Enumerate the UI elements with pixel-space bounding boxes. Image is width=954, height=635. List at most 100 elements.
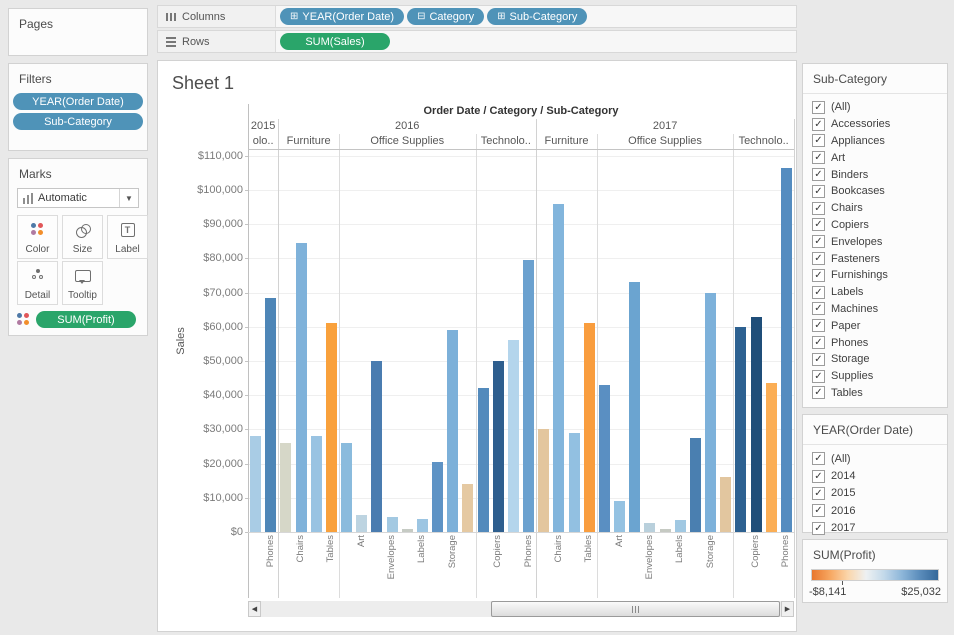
- bar-2015-machines[interactable]: [250, 436, 262, 532]
- year-item-2016[interactable]: ✓ 2016: [803, 502, 947, 519]
- bar-2016-phones[interactable]: [523, 260, 535, 532]
- bar-2016-supplies[interactable]: [462, 484, 474, 532]
- bar-2017-paper[interactable]: [689, 437, 701, 532]
- checkbox-checked-icon[interactable]: ✓: [812, 151, 825, 165]
- bar-2015-phones[interactable]: [265, 297, 277, 532]
- subcategory-item-supplies[interactable]: ✓ Supplies: [803, 368, 947, 385]
- checkbox-checked-icon[interactable]: ✓: [812, 184, 825, 198]
- bar-2016-tables[interactable]: [325, 323, 337, 532]
- size-button[interactable]: Size: [62, 215, 103, 259]
- subcategory-item-accessories[interactable]: ✓ Accessories: [803, 116, 947, 133]
- scroll-right-arrow[interactable]: ▶: [781, 601, 794, 617]
- bar-2017-appliances[interactable]: [598, 384, 610, 532]
- subcategory-item-paper[interactable]: ✓ Paper: [803, 317, 947, 334]
- bar-2017-fasteners[interactable]: [659, 528, 671, 532]
- h-scrollbar[interactable]: ◀ ▶: [248, 601, 794, 617]
- year-item-2014[interactable]: ✓ 2014: [803, 467, 947, 484]
- bar-2017-chairs[interactable]: [553, 203, 565, 532]
- columns-pill-year-order-date-[interactable]: ⊞ YEAR(Order Date): [280, 8, 405, 25]
- checkbox-checked-icon[interactable]: ✓: [812, 100, 825, 114]
- bar-2016-envelopes[interactable]: [386, 516, 398, 532]
- bar-2016-paper[interactable]: [432, 461, 444, 532]
- bar-2017-binders[interactable]: [629, 282, 641, 532]
- checkbox-checked-icon[interactable]: ✓: [812, 117, 825, 131]
- label-button[interactable]: T Label: [107, 215, 148, 259]
- bar-2016-labels[interactable]: [416, 519, 428, 532]
- bar-2017-envelopes[interactable]: [644, 523, 656, 532]
- columns-pill-sub-category[interactable]: ⊞ Sub-Category: [487, 8, 588, 25]
- checkbox-checked-icon[interactable]: ✓: [812, 369, 825, 383]
- filter-pill-sub-category[interactable]: Sub-Category: [13, 113, 143, 130]
- checkbox-checked-icon[interactable]: ✓: [812, 235, 825, 249]
- subcategory-item-machines[interactable]: ✓ Machines: [803, 301, 947, 318]
- checkbox-checked-icon[interactable]: ✓: [812, 252, 825, 266]
- bar-2017-accessories[interactable]: [735, 326, 747, 532]
- bar-2017-furnishings[interactable]: [568, 432, 580, 532]
- color-button[interactable]: Color: [17, 215, 58, 259]
- subcategory-item-binders[interactable]: ✓ Binders: [803, 166, 947, 183]
- year-item-2017[interactable]: ✓ 2017: [803, 520, 947, 537]
- sum-profit-pill[interactable]: SUM(Profit): [36, 311, 136, 328]
- checkbox-checked-icon[interactable]: ✓: [812, 352, 825, 366]
- checkbox-checked-icon[interactable]: ✓: [812, 201, 825, 215]
- checkbox-checked-icon[interactable]: ✓: [812, 168, 825, 182]
- checkbox-checked-icon[interactable]: ✓: [812, 336, 825, 350]
- bar-2016-accessories[interactable]: [477, 388, 489, 532]
- year-item--all-[interactable]: ✓ (All): [803, 450, 947, 467]
- bar-2017-tables[interactable]: [583, 323, 595, 532]
- bar-2016-fasteners[interactable]: [401, 528, 413, 532]
- bar-2016-bookcases[interactable]: [280, 443, 292, 532]
- subcategory-item-copiers[interactable]: ✓ Copiers: [803, 217, 947, 234]
- bar-2017-storage[interactable]: [705, 292, 717, 532]
- subcategory-item-bookcases[interactable]: ✓ Bookcases: [803, 183, 947, 200]
- bar-2016-chairs[interactable]: [295, 242, 307, 532]
- bar-2016-appliances[interactable]: [341, 443, 353, 532]
- bar-2017-bookcases[interactable]: [538, 429, 550, 532]
- checkbox-checked-icon[interactable]: ✓: [812, 469, 825, 483]
- bar-2016-machines[interactable]: [507, 340, 519, 532]
- subcategory-item-furnishings[interactable]: ✓ Furnishings: [803, 267, 947, 284]
- year-item-2015[interactable]: ✓ 2015: [803, 485, 947, 502]
- tooltip-button[interactable]: Tooltip: [62, 261, 103, 305]
- subcategory-item-phones[interactable]: ✓ Phones: [803, 334, 947, 351]
- subcategory-item-tables[interactable]: ✓ Tables: [803, 385, 947, 402]
- checkbox-checked-icon[interactable]: ✓: [812, 285, 825, 299]
- subcategory-item-envelopes[interactable]: ✓ Envelopes: [803, 233, 947, 250]
- bar-2017-machines[interactable]: [765, 383, 777, 532]
- subcategory-item-storage[interactable]: ✓ Storage: [803, 351, 947, 368]
- bar-2016-storage[interactable]: [447, 330, 459, 532]
- checkbox-checked-icon[interactable]: ✓: [812, 386, 825, 400]
- bar-2017-supplies[interactable]: [720, 477, 732, 532]
- checkbox-checked-icon[interactable]: ✓: [812, 268, 825, 282]
- checkbox-checked-icon[interactable]: ✓: [812, 504, 825, 518]
- subcategory-item-art[interactable]: ✓ Art: [803, 149, 947, 166]
- bar-2017-copiers[interactable]: [750, 316, 762, 532]
- detail-button[interactable]: Detail: [17, 261, 58, 305]
- subcategory-item-chairs[interactable]: ✓ Chairs: [803, 200, 947, 217]
- checkbox-checked-icon[interactable]: ✓: [812, 319, 825, 333]
- bar-2016-furnishings[interactable]: [310, 436, 322, 532]
- subcategory-item-appliances[interactable]: ✓ Appliances: [803, 133, 947, 150]
- scroll-thumb[interactable]: [491, 601, 780, 617]
- mark-type-dropdown[interactable]: Automatic ▼: [17, 188, 139, 208]
- checkbox-checked-icon[interactable]: ✓: [812, 134, 825, 148]
- checkbox-checked-icon[interactable]: ✓: [812, 218, 825, 232]
- checkbox-checked-icon[interactable]: ✓: [812, 521, 825, 535]
- bar-2017-art[interactable]: [614, 501, 626, 532]
- bar-2016-copiers[interactable]: [492, 361, 504, 532]
- checkbox-checked-icon[interactable]: ✓: [812, 302, 825, 316]
- scroll-left-arrow[interactable]: ◀: [248, 601, 261, 617]
- checkbox-checked-icon[interactable]: ✓: [812, 486, 825, 500]
- rows-pill-sum-sales[interactable]: SUM(Sales): [280, 33, 390, 50]
- filter-pill-year-order-date-[interactable]: YEAR(Order Date): [13, 93, 143, 110]
- bar-2017-phones[interactable]: [780, 167, 792, 532]
- subcategory-item-labels[interactable]: ✓ Labels: [803, 284, 947, 301]
- subcategory-item-fasteners[interactable]: ✓ Fasteners: [803, 250, 947, 267]
- subcategory-item--all-[interactable]: ✓ (All): [803, 99, 947, 116]
- bar-2017-labels[interactable]: [674, 520, 686, 532]
- bar-2016-binders[interactable]: [371, 361, 383, 532]
- columns-pill-category[interactable]: ⊟ Category: [407, 8, 485, 25]
- bar-2016-art[interactable]: [356, 514, 368, 532]
- chevron-down-icon[interactable]: ▼: [119, 189, 138, 207]
- checkbox-checked-icon[interactable]: ✓: [812, 452, 825, 466]
